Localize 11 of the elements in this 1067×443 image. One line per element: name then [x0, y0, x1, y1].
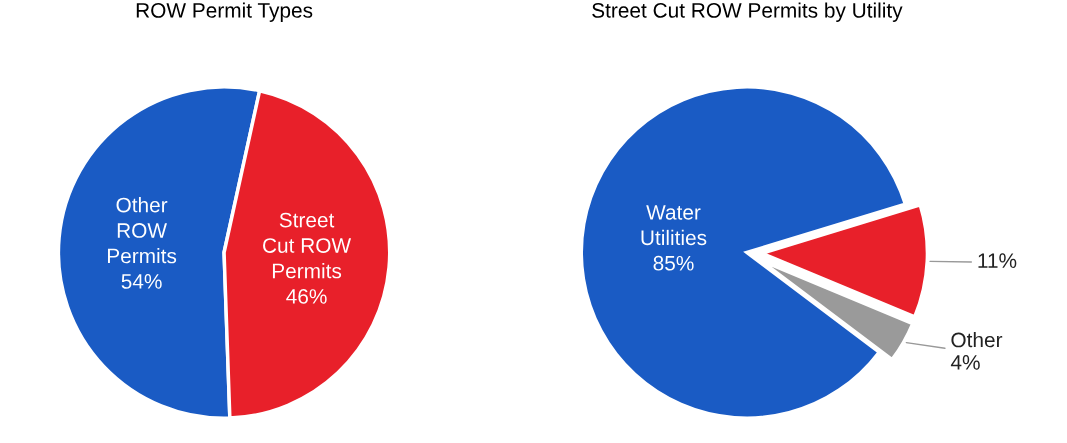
data-label: 54% [121, 274, 162, 289]
slice-label: Other [951, 332, 1003, 348]
slice-label: Street Cut ROW Permits [263, 212, 352, 279]
slice-label: Water Utilities [641, 205, 707, 246]
data-label: 4% [950, 355, 980, 370]
data-label: 11% [978, 253, 1017, 268]
data-label: 85% [653, 255, 694, 271]
slice-label: Other ROW Permits [108, 197, 177, 264]
chart-title: Street Cut ROW Permits by Utility [592, 2, 903, 22]
data-label: 46% [286, 289, 327, 304]
chart-title: ROW Permit Types [136, 2, 313, 22]
